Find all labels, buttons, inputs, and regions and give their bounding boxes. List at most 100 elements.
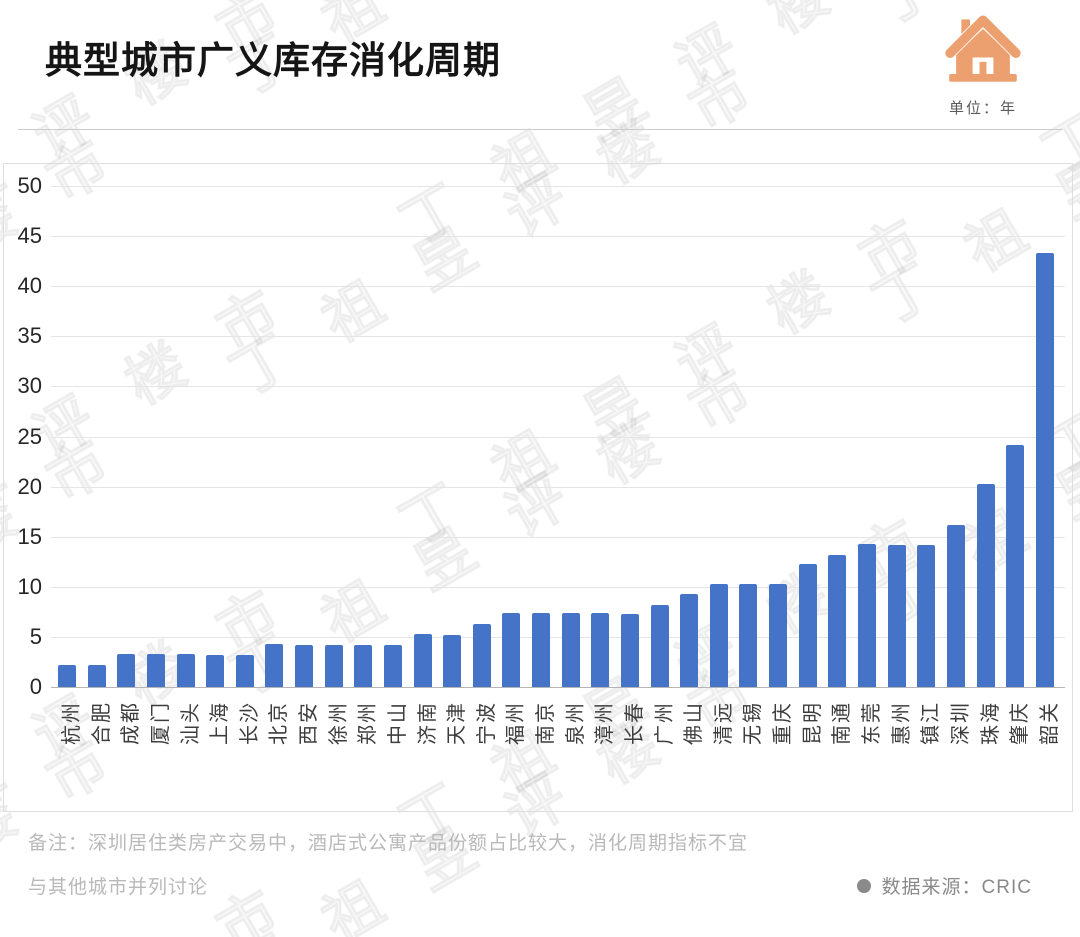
bar-镇江 (917, 545, 935, 687)
y-gridline (51, 637, 1065, 638)
y-tick-label: 15 (17, 524, 42, 549)
bar-广州 (651, 605, 669, 687)
y-gridline (51, 336, 1065, 337)
bar-长春 (621, 614, 639, 687)
x-tick-label: 长沙 (239, 701, 261, 745)
bar-漳州 (591, 613, 609, 687)
bar-福州 (502, 613, 520, 687)
bar-济南 (414, 634, 432, 687)
footnote-line2: 与其他城市并列讨论 (28, 877, 209, 898)
bar-西安 (295, 645, 313, 687)
bar-中山 (384, 645, 402, 687)
bar-重庆 (769, 584, 787, 687)
y-gridline (51, 437, 1065, 438)
y-gridline (51, 487, 1065, 488)
y-tick-label: 5 (29, 624, 42, 649)
data-source: 数据来源：CRIC (856, 872, 1032, 899)
x-tick-label: 清远 (713, 701, 735, 745)
x-tick-label: 中山 (387, 701, 409, 745)
x-tick-label: 郑州 (357, 701, 379, 745)
y-gridline (51, 236, 1065, 237)
bar-郑州 (354, 645, 372, 687)
bar-无锡 (739, 584, 757, 687)
y-gridline (51, 186, 1065, 187)
y-tick-label: 50 (17, 173, 42, 198)
bar-天津 (443, 635, 461, 687)
bar-清远 (710, 584, 728, 687)
x-tick-label: 珠海 (980, 701, 1002, 745)
bar-汕头 (177, 654, 195, 687)
header: 典型城市广义库存消化周期 单位：年 (0, 0, 1080, 130)
x-tick-label: 泉州 (565, 701, 587, 745)
data-source-label: 数据来源：CRIC (881, 877, 1032, 898)
x-tick-label: 天津 (446, 701, 468, 745)
x-tick-label: 惠州 (891, 701, 913, 745)
y-tick-label: 10 (17, 574, 42, 599)
header-right: 单位：年 (928, 5, 1038, 118)
x-tick-label: 南通 (831, 701, 853, 745)
y-gridline (51, 386, 1065, 387)
x-tick-label: 广州 (654, 701, 676, 745)
bar-南京 (532, 613, 550, 687)
bar-厦门 (147, 654, 165, 687)
y-tick-label: 35 (17, 323, 42, 348)
x-tick-label: 深圳 (950, 701, 972, 745)
bar-惠州 (888, 545, 906, 687)
inventory-cycle-bar-chart: 0 5 10 15 20 25 30 35 40 45 50 杭州 合肥 成都 厦门 汕头 上海 长沙 北京 西安 徐州… (3, 163, 1073, 812)
x-tick-label: 昆明 (802, 701, 824, 745)
bar-长沙 (236, 655, 254, 687)
y-tick-label: 0 (29, 674, 42, 699)
x-tick-label: 成都 (120, 701, 142, 745)
bar-北京 (265, 644, 283, 687)
y-tick-label: 30 (17, 373, 42, 398)
bar-泉州 (562, 613, 580, 687)
page-title: 典型城市广义库存消化周期 (45, 40, 501, 81)
x-tick-label: 重庆 (772, 701, 794, 745)
x-tick-label: 佛山 (683, 701, 705, 745)
y-tick-label: 40 (17, 273, 42, 298)
x-tick-label: 南京 (535, 701, 557, 745)
house-icon (945, 12, 1021, 82)
bar-徐州 (325, 645, 343, 687)
x-tick-label: 上海 (209, 701, 231, 745)
bar-深圳 (947, 525, 965, 687)
bar-南通 (828, 555, 846, 687)
x-tick-label: 宁波 (476, 701, 498, 745)
x-tick-label: 福州 (505, 701, 527, 745)
x-tick-label: 汕头 (180, 701, 202, 745)
bar-宁波 (473, 624, 491, 687)
bar-合肥 (88, 665, 106, 687)
y-gridline (51, 286, 1065, 287)
x-tick-label: 徐州 (328, 701, 350, 745)
bar-肇庆 (1006, 445, 1024, 687)
x-tick-label: 肇庆 (1009, 701, 1031, 745)
x-tick-label: 杭州 (61, 701, 83, 745)
footnote: 备注：深圳居住类房产交易中，酒店式公寓产品份额占比较大，消化周期指标不宜 与其他… (28, 822, 788, 910)
bar-佛山 (680, 594, 698, 687)
x-tick-label: 合肥 (91, 701, 113, 745)
bar-成都 (117, 654, 135, 687)
x-tick-label: 长春 (624, 701, 646, 745)
bar-昆明 (799, 564, 817, 687)
x-axis-line (51, 687, 1065, 688)
x-tick-label: 济南 (417, 701, 439, 745)
y-gridline (51, 587, 1065, 588)
x-tick-label: 无锡 (742, 701, 764, 745)
y-gridline (51, 537, 1065, 538)
unit-label: 单位：年 (948, 100, 1017, 117)
bar-韶关 (1036, 253, 1054, 687)
x-tick-label: 厦门 (150, 701, 172, 745)
bar-杭州 (58, 665, 76, 687)
y-tick-label: 25 (17, 424, 42, 449)
x-tick-label: 东莞 (861, 701, 883, 745)
bar-东莞 (858, 544, 876, 687)
x-tick-label: 镇江 (920, 701, 942, 745)
header-divider (18, 129, 1062, 130)
x-tick-label: 漳州 (594, 701, 616, 745)
bar-上海 (206, 655, 224, 687)
y-tick-label: 20 (17, 474, 42, 499)
bullet-circle-icon (856, 878, 871, 893)
footnote-line1: 备注：深圳居住类房产交易中，酒店式公寓产品份额占比较大，消化周期指标不宜 (28, 833, 749, 854)
x-tick-label: 北京 (268, 701, 290, 745)
